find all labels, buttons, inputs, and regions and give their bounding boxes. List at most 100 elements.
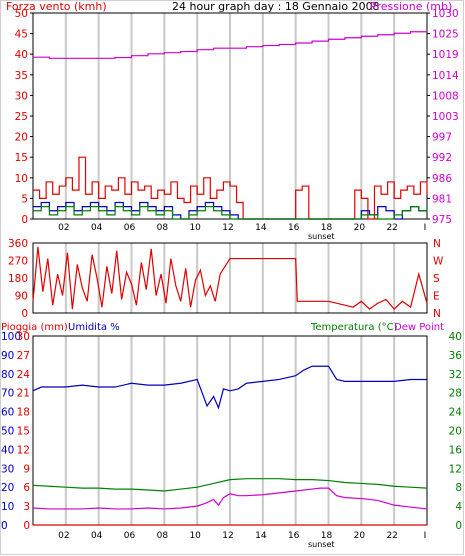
temperature-series [32, 478, 428, 492]
wind-y-tick-label: 15 [15, 152, 28, 164]
pressure-y-tick-label: 975 [432, 214, 452, 226]
x-tick-label: 22 [386, 223, 397, 233]
x-tick-label: 16 [288, 223, 300, 233]
x-tick-label: 04 [91, 223, 103, 233]
pressure-y-tick-label: 997 [432, 132, 452, 144]
rain-y-tick-label: 12 [17, 444, 30, 456]
wind-direction-series [32, 246, 428, 310]
pressure-y-tick-label: 981 [432, 193, 452, 205]
pressure-y-tick-label: 1025 [432, 29, 459, 41]
x-tick-label: 04 [91, 531, 103, 541]
x-tick-label: 12 [222, 223, 233, 233]
pressure-y-tick-label: 1014 [432, 70, 459, 82]
direction-plot-border [32, 242, 428, 314]
pressure-y-tick-label: 1003 [432, 111, 459, 123]
humidity-y-tick-label: 100 [1, 331, 21, 343]
rain-y-tick-label: 6 [23, 482, 30, 494]
x-tick-label: 18 [321, 223, 333, 233]
x-tick-label: 22 [386, 531, 397, 541]
pressure-series [33, 31, 427, 59]
temperature-y-tick-label: 40 [449, 331, 462, 343]
x-tick-label: 14 [255, 223, 267, 233]
wind-speed-series [33, 156, 428, 220]
wind-y-tick-label: 35 [15, 70, 28, 82]
rain-y-tick-label: 15 [17, 426, 30, 438]
direction-y-tick-label: 270 [8, 256, 28, 268]
humidity-y-tick-label: 40 [1, 444, 14, 456]
graph-title: 24 hour graph day : 18 Gennaio 2008 [172, 0, 380, 13]
humidity-y-tick-label: 90 [1, 350, 14, 362]
pressure-y-tick-label: 1030 [432, 8, 459, 20]
pressure-y-tick-label: 1019 [432, 49, 459, 61]
pressure-axis-title: Pressione (mb) [370, 0, 452, 13]
x-tick-label: 02 [58, 531, 69, 541]
x-tick-label: 12 [222, 531, 233, 541]
wind-y-tick-label: 30 [15, 90, 28, 102]
humidity-y-tick-label: 50 [1, 426, 14, 438]
humidity-y-tick-label: 0 [1, 520, 8, 532]
x-tick-label: 10 [189, 223, 201, 233]
compass-label: N [433, 308, 441, 320]
temperature-y-tick-label: 28 [449, 388, 462, 400]
temperature-y-tick-label: 36 [449, 350, 463, 362]
wind-y-tick-label: 25 [15, 111, 28, 123]
pressure-y-tick-label: 986 [432, 173, 452, 185]
compass-label: W [433, 256, 444, 268]
x-tick-label: 02 [58, 223, 69, 233]
direction-y-tick-label: 90 [15, 291, 28, 303]
x-tick-label: I [424, 223, 427, 233]
x-tick-label: 08 [157, 223, 169, 233]
wind-y-tick-label: 0 [21, 214, 28, 226]
x-tick-label: 14 [255, 531, 267, 541]
temperature-y-tick-label: 8 [455, 482, 462, 494]
x-tick-label: 10 [189, 531, 201, 541]
x-tick-label: 08 [157, 531, 169, 541]
compass-label: N [433, 238, 441, 250]
rain-y-tick-label: 30 [17, 331, 30, 343]
direction-y-tick-label: 180 [8, 273, 28, 285]
wind-y-tick-label: 40 [15, 49, 28, 61]
rain-y-tick-label: 0 [23, 520, 30, 532]
temperature-y-tick-label: 32 [449, 369, 462, 381]
x-tick-label: I [424, 531, 427, 541]
sunset-label: sunset [308, 540, 335, 549]
dewpoint-series [32, 487, 428, 510]
temperature-y-tick-label: 16 [449, 444, 463, 456]
direction-y-tick-label: 0 [21, 308, 28, 320]
rain-y-tick-label: 24 [17, 369, 31, 381]
wind-y-tick-label: 50 [15, 8, 28, 20]
wind-y-tick-label: 10 [15, 173, 28, 185]
temperature-y-tick-label: 24 [449, 407, 463, 419]
x-tick-label: 18 [321, 531, 333, 541]
wind-y-tick-label: 45 [15, 29, 28, 41]
wind-y-tick-label: 5 [21, 193, 28, 205]
temperature-y-tick-label: 12 [449, 463, 462, 475]
rain-y-tick-label: 21 [17, 388, 30, 400]
rain-y-tick-label: 18 [17, 407, 30, 419]
x-tick-label: 06 [124, 531, 136, 541]
humidity-y-tick-label: 30 [1, 463, 14, 475]
temperature-axis-title: Temperatura (°C) [310, 322, 398, 333]
temperature-y-tick-label: 20 [449, 426, 462, 438]
wind-average-series [33, 206, 428, 220]
sunset-label: sunset [308, 232, 335, 241]
temperature-y-tick-label: 4 [455, 501, 462, 513]
humidity-y-tick-label: 70 [1, 388, 14, 400]
compass-label: E [433, 291, 440, 303]
x-tick-label: 16 [288, 531, 300, 541]
rain-axis-title: Pioggia (mm) [1, 322, 68, 333]
humidity-y-tick-label: 20 [1, 482, 14, 494]
humidity-series [32, 365, 427, 410]
pressure-y-tick-label: 992 [432, 152, 452, 164]
humidity-y-tick-label: 10 [1, 501, 14, 513]
rain-y-tick-label: 27 [17, 350, 30, 362]
temperature-y-tick-label: 0 [455, 520, 462, 532]
humidity-y-tick-label: 80 [1, 369, 14, 381]
rain-y-tick-label: 3 [23, 501, 30, 513]
direction-y-tick-label: 360 [8, 238, 28, 250]
x-tick-label: 06 [124, 223, 136, 233]
wind-axis-title: Forza vento (kmh) [6, 0, 107, 13]
